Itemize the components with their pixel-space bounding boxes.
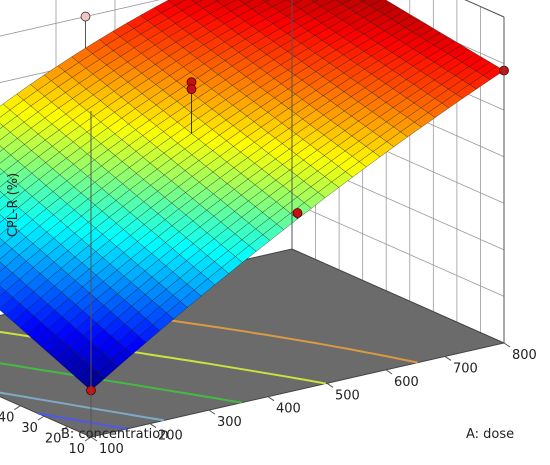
- y-tick-label: 40: [0, 411, 14, 426]
- x-tick-mark: [385, 369, 393, 375]
- surface-cell: [360, 0, 367, 2]
- y-tick-label: 30: [21, 421, 38, 436]
- x-tick-mark: [90, 436, 98, 442]
- design-point: [80, 11, 91, 22]
- design-points-above: [86, 65, 509, 396]
- design-point: [292, 208, 303, 218]
- z-axis-label: CPL-R (%): [6, 173, 21, 237]
- surface-cell: [0, 191, 5, 199]
- surface-cell: [0, 123, 4, 129]
- x-axis-ticks: 100 200 300 400 500 600 700 800: [90, 342, 537, 457]
- y-tick-mark: [61, 426, 68, 431]
- x-tick-label: 600: [394, 375, 419, 390]
- y-axis-label: B: concentration: [61, 427, 168, 442]
- x-tick-label: 100: [99, 442, 124, 457]
- x-tick-label: 500: [335, 388, 360, 403]
- surface-cell: [191, 0, 203, 4]
- x-tick-mark: [326, 382, 334, 388]
- frame-edge: [464, 0, 505, 18]
- surface-cell: [262, 0, 270, 3]
- y-tick-label: 20: [45, 432, 62, 447]
- x-tick-label: 400: [276, 402, 301, 417]
- x-tick-mark: [267, 396, 275, 402]
- contour-line: [0, 330, 326, 385]
- y-tick-label: 10: [68, 442, 85, 457]
- y-tick-mark: [14, 405, 21, 411]
- x-tick-label: 700: [453, 361, 478, 376]
- y-axis-ticks: 102030405060708090100: [0, 405, 92, 457]
- surface-cell: [0, 145, 4, 152]
- surface-cell: [214, 0, 220, 2]
- x-tick-label: 200: [158, 429, 183, 444]
- x-tick-mark: [208, 409, 216, 415]
- contour-line: [0, 362, 242, 404]
- x-tick-label: 800: [512, 348, 537, 363]
- x-tick-mark: [149, 423, 157, 428]
- x-tick-mark: [444, 356, 452, 361]
- y-tick-mark: [84, 436, 92, 442]
- x-axis-label: A: dose: [466, 427, 514, 442]
- x-tick-label: 300: [217, 415, 242, 430]
- box-frame: [90, 0, 505, 437]
- surface-cell: [310, 0, 319, 3]
- surface-cell: [0, 168, 5, 176]
- surface-cell: [83, 371, 106, 391]
- contour-line: [37, 412, 128, 430]
- design-point: [186, 84, 197, 95]
- contour-line: [0, 391, 165, 422]
- y-tick-mark: [37, 415, 45, 421]
- x-tick-mark: [503, 342, 511, 348]
